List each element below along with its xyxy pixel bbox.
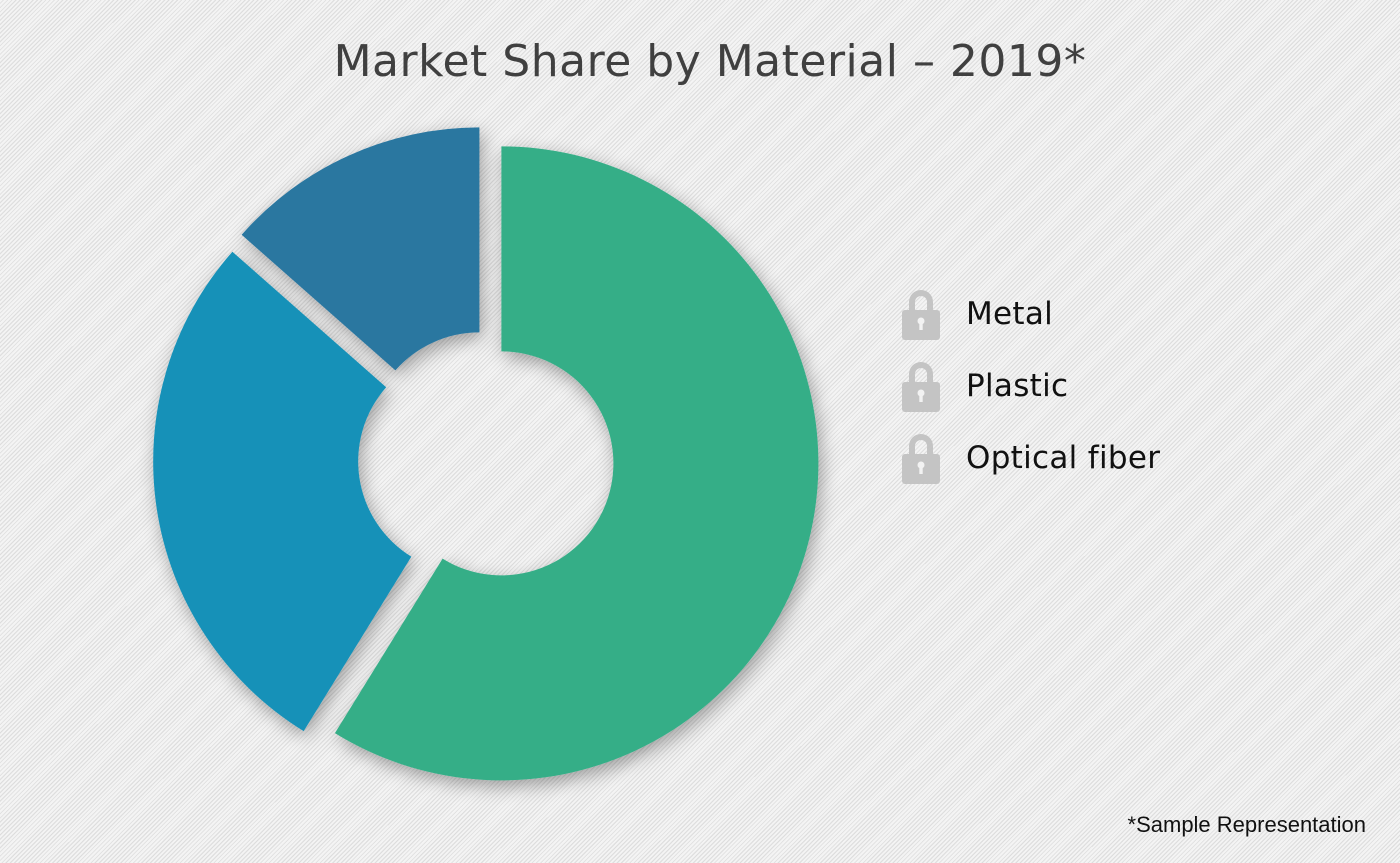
chart-title: Market Share by Material – 2019*: [333, 36, 1087, 87]
donut-chart: [153, 127, 819, 781]
chart-legend: Metal Plastic Optical fiber: [900, 278, 1160, 494]
legend-label: Plastic: [966, 368, 1069, 404]
legend-item-metal: Metal: [900, 278, 1160, 350]
lock-icon: [902, 362, 940, 412]
legend-item-plastic: Plastic: [900, 350, 1160, 422]
footnote: *Sample Representation: [1127, 812, 1366, 837]
slice-plastic: [153, 251, 412, 732]
legend-label: Metal: [966, 296, 1054, 332]
legend-item-optical-fiber: Optical fiber: [900, 422, 1160, 494]
slice-optical-fiber: [241, 127, 480, 371]
lock-icon: [902, 434, 940, 484]
legend-label: Optical fiber: [966, 440, 1161, 476]
slice-metal: [334, 146, 819, 781]
lock-icon: [902, 290, 940, 340]
